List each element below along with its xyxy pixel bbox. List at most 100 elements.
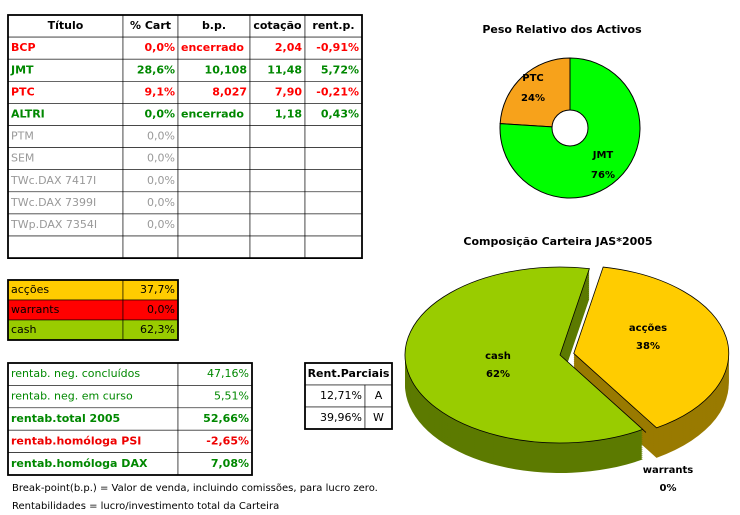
cell-text: rentab. neg. concluídos	[11, 367, 140, 380]
table-border	[7, 279, 179, 341]
table-border	[7, 362, 253, 476]
donut-slice	[499, 57, 571, 129]
cell	[304, 169, 363, 193]
cell-text: 9,1%	[144, 85, 175, 98]
cell-text: PTM	[11, 130, 34, 143]
cell-text: TWc.DAX 7417I	[10, 174, 96, 187]
cell	[177, 147, 251, 171]
slice-label: cash	[485, 351, 511, 362]
cell-text: 37,7%	[140, 283, 175, 296]
cell	[249, 213, 306, 237]
cell-text: 7,08%	[211, 457, 249, 470]
cell-text: -0,21%	[316, 85, 359, 98]
cell-text: 39,96%	[320, 411, 362, 424]
cell-text: warrants	[11, 303, 60, 316]
cell-text: 5,72%	[321, 63, 359, 76]
cell-text: Rent.Parciais	[308, 367, 390, 380]
cell-text: -2,65%	[206, 434, 249, 447]
cell-text: 0,0%	[147, 303, 175, 316]
cell-text: rentab.total 2005	[11, 412, 120, 425]
cell-text: 0,0%	[147, 196, 175, 209]
slice-value-label: 38%	[636, 341, 660, 352]
cell	[304, 235, 363, 259]
cell-text: 52,66%	[203, 412, 249, 425]
cell-text: 0,43%	[321, 107, 359, 120]
cell-text: cotação	[253, 19, 302, 32]
cell-text: 0,0%	[147, 152, 175, 165]
cell-text: 0,0%	[147, 130, 175, 143]
cell-text: b.p.	[202, 19, 226, 32]
donut-hole	[551, 109, 589, 147]
cell-text: rentab. neg. em curso	[11, 390, 133, 403]
cell-text: rent.p.	[312, 19, 354, 32]
cell-text: 0,0%	[144, 41, 175, 54]
cell	[249, 235, 306, 259]
cell-text: 5,51%	[214, 390, 249, 403]
cell	[304, 147, 363, 171]
cell	[249, 169, 306, 193]
chart-title: Peso Relativo dos Activos	[482, 23, 642, 36]
cell	[177, 125, 251, 148]
cell	[122, 235, 179, 259]
cell-text: Título	[48, 19, 84, 32]
note: Break-point(b.p.) = Valor de venda, incl…	[12, 483, 378, 494]
cell-text: 47,16%	[207, 367, 249, 380]
slice-value-label: 0%	[660, 483, 677, 494]
slice-label: acções	[629, 323, 667, 334]
cell-text: rentab.homóloga DAX	[11, 457, 148, 470]
cell-text: SEM	[11, 152, 34, 165]
cell	[249, 125, 306, 148]
cell	[177, 191, 251, 215]
table-border	[304, 362, 393, 430]
cell-text: % Cart	[130, 19, 171, 32]
cell-text: TWp.DAX 7354I	[10, 218, 97, 231]
cell-text: ALTRI	[11, 107, 45, 120]
cell-text: 11,48	[267, 63, 302, 76]
note: Rentabilidades = lucro/investimento tota…	[12, 501, 279, 512]
cell-text: encerrado	[181, 41, 244, 54]
slice-label: warrants	[643, 465, 693, 476]
cell-text: JMT	[10, 63, 34, 76]
cell-text: 8,027	[212, 85, 247, 98]
cell	[7, 235, 124, 259]
cell-text: TWc.DAX 7399I	[10, 196, 96, 209]
cell-text: 62,3%	[140, 323, 175, 336]
cell	[177, 169, 251, 193]
pie-slice	[573, 266, 730, 429]
slice-value-label: 76%	[591, 170, 615, 181]
cell-text: A	[375, 389, 383, 402]
cell	[304, 213, 363, 237]
cell	[177, 235, 251, 259]
cell	[177, 213, 251, 237]
cell-text: 0,0%	[144, 107, 175, 120]
cell-text: W	[373, 411, 384, 424]
cell-text: 7,90	[275, 85, 302, 98]
slice-label: JMT	[592, 150, 614, 161]
pie-slice	[404, 266, 644, 444]
cell	[249, 147, 306, 171]
cell-text: BCP	[11, 41, 36, 54]
cell	[249, 191, 306, 215]
cell-text: acções	[11, 283, 49, 296]
slice-value-label: 24%	[521, 93, 545, 104]
cell-text: 1,18	[275, 107, 302, 120]
cell-text: 0,0%	[147, 218, 175, 231]
cell-text: 0,0%	[147, 174, 175, 187]
cell-text: rentab.homóloga PSI	[11, 434, 141, 447]
slice-label: PTC	[522, 73, 544, 84]
table-border	[7, 14, 363, 260]
cell-text: cash	[11, 323, 37, 336]
cell-text: encerrado	[181, 107, 244, 120]
cell-text: 12,71%	[320, 389, 362, 402]
cell	[304, 191, 363, 215]
cell-text: -0,91%	[316, 41, 359, 54]
cell-text: 28,6%	[137, 63, 175, 76]
cell	[304, 125, 363, 148]
cell-text: 10,108	[205, 63, 247, 76]
slice-value-label: 62%	[486, 369, 510, 380]
cell-text: PTC	[11, 85, 35, 98]
chart-title: Composição Carteira JAS*2005	[463, 235, 652, 248]
cell-text: 2,04	[275, 41, 302, 54]
